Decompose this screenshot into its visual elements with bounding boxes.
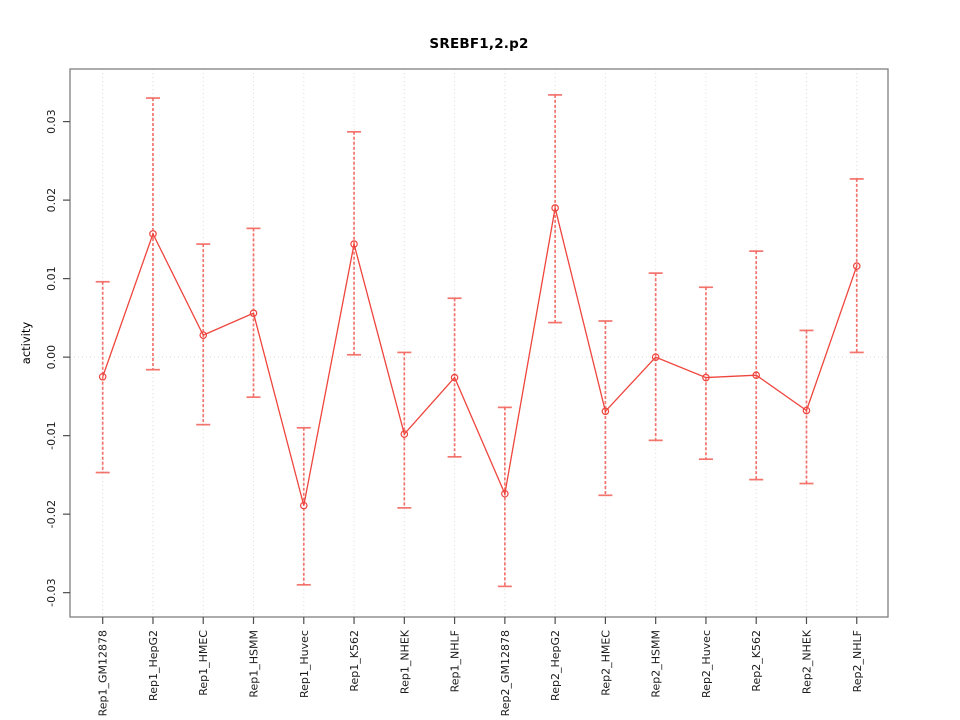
- data-point-marker: [802, 406, 811, 415]
- x-tick-label: Rep1_HMEC: [197, 630, 210, 696]
- data-point-marker: [852, 262, 861, 270]
- data-point-marker: [551, 204, 559, 212]
- y-tick-label: -0.02: [45, 500, 58, 528]
- x-tick-label: Rep2_HepG2: [549, 630, 562, 701]
- series-line: [102, 207, 858, 506]
- data-point-marker: [98, 372, 107, 381]
- data-point-marker: [249, 309, 258, 317]
- x-tick-label: Rep2_NHLF: [851, 630, 864, 692]
- x-tick-label: Rep1_Huvec: [298, 630, 311, 698]
- x-tick-label: Rep1_NHLF: [449, 630, 462, 692]
- data-point-marker: [501, 489, 509, 498]
- y-tick-label: 0.01: [45, 266, 58, 291]
- x-tick-label: Rep1_NHEK: [398, 629, 411, 694]
- data-point-marker: [149, 230, 157, 238]
- chart-title: SREBF1,2.p2: [429, 36, 529, 52]
- x-tick-label: Rep1_GM12878: [97, 630, 110, 716]
- x-tick-label: Rep1_K562: [348, 630, 361, 692]
- y-tick-label: -0.03: [45, 578, 58, 606]
- data-point-marker: [752, 371, 761, 379]
- x-tick-label: Rep2_Huvec: [700, 630, 713, 698]
- x-tick-label: Rep2_HMEC: [599, 630, 612, 696]
- x-tick-label: Rep2_HSMM: [650, 630, 663, 698]
- data-point-marker: [702, 373, 710, 382]
- x-tick-label: Rep1_HSMM: [248, 630, 261, 698]
- x-tick-label: Rep2_NHEK: [800, 629, 813, 694]
- y-tick-label: 0.02: [45, 188, 58, 213]
- y-tick-label: 0.03: [45, 109, 58, 133]
- data-point-marker: [400, 430, 409, 438]
- y-tick-label: -0.01: [45, 421, 58, 449]
- data-point-marker: [601, 407, 610, 416]
- data-point-marker: [450, 373, 459, 382]
- data-point-marker: [299, 501, 308, 510]
- x-tick-label: Rep2_K562: [750, 630, 763, 692]
- x-tick-label: Rep2_GM12878: [499, 630, 512, 716]
- x-tick-label: Rep1_HepG2: [147, 630, 160, 701]
- data-point-marker: [199, 331, 208, 339]
- data-point-marker: [350, 240, 358, 248]
- y-tick-label: 0.00: [45, 345, 58, 370]
- plot-frame: [69, 68, 889, 618]
- data-point-marker: [651, 353, 660, 361]
